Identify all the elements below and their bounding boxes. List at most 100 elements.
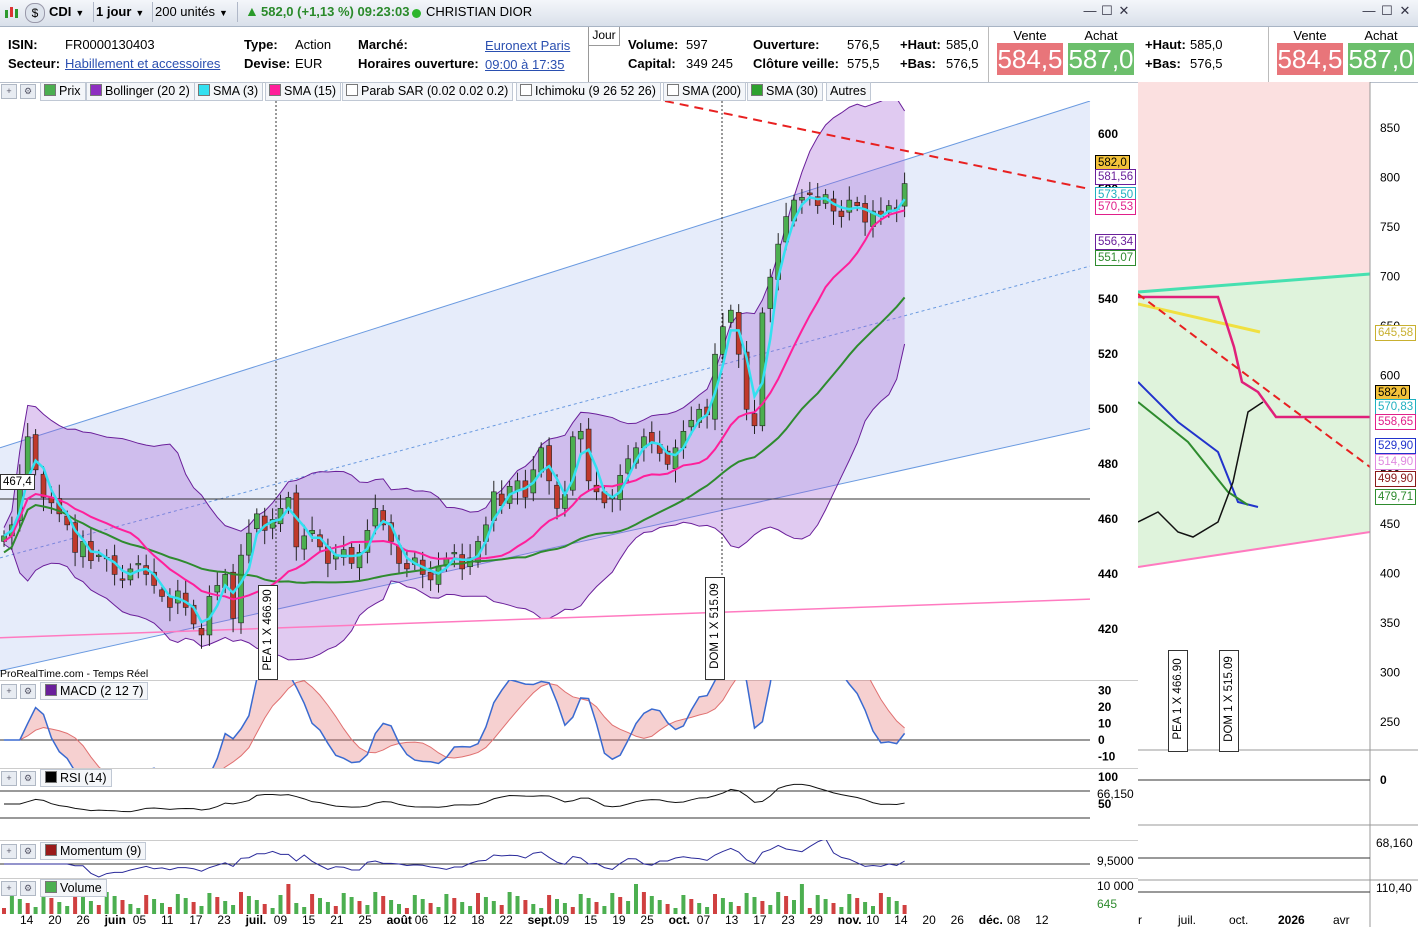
legend-sma3[interactable]: SMA (3) xyxy=(194,82,264,101)
volume-bar xyxy=(104,892,109,914)
legend-sma15[interactable]: SMA (15) xyxy=(265,82,342,101)
settings-icon[interactable]: ⚙ xyxy=(20,881,36,896)
settings-icon[interactable]: ⚙ xyxy=(20,684,36,699)
market-link[interactable]: Euronext Paris xyxy=(485,38,571,53)
legend-label: SMA (3) xyxy=(213,84,259,98)
candle xyxy=(72,522,78,553)
volume-bar xyxy=(713,894,717,914)
candle xyxy=(340,549,347,558)
volume-bar xyxy=(523,900,528,914)
volume-bar xyxy=(562,903,567,914)
volume-panel[interactable]: 10 000 645 xyxy=(0,878,1138,914)
volume-bar xyxy=(397,904,401,914)
candle xyxy=(404,563,410,570)
x-tick: 05 xyxy=(132,913,147,927)
candle xyxy=(727,309,734,323)
close-icon[interactable]: ✕ xyxy=(1118,3,1130,18)
buy-price-button[interactable]: 587,0 xyxy=(1068,43,1134,75)
volume-bar xyxy=(302,907,307,914)
resistance-line xyxy=(664,101,1091,191)
macd-panel[interactable]: 30 20 10 0 -10 xyxy=(0,680,1138,768)
macd-label[interactable]: MACD (2 12 7) xyxy=(40,682,149,700)
candle xyxy=(901,183,908,207)
momentum-value-tag: 9,5000 xyxy=(1097,854,1134,868)
volume-bar xyxy=(570,907,575,914)
candle xyxy=(135,563,142,566)
candle xyxy=(806,192,813,195)
tab-jour[interactable]: Jour xyxy=(588,27,620,46)
settings-icon[interactable]: ⚙ xyxy=(20,771,36,786)
side-price-tag: 479,71 xyxy=(1375,489,1417,505)
volume-bar xyxy=(902,905,907,914)
volume-bar xyxy=(823,899,828,914)
candle xyxy=(356,552,363,569)
side-high-label: +Haut: xyxy=(1145,37,1186,52)
legend-label: Bollinger (20 2) xyxy=(105,84,190,98)
side-low-value: 576,5 xyxy=(1190,56,1223,71)
momentum-panel[interactable]: 9,5000 xyxy=(0,840,1138,878)
side-high-value: 585,0 xyxy=(1190,37,1223,52)
candle xyxy=(159,589,165,597)
volume-bar xyxy=(325,902,330,914)
add-icon[interactable]: + xyxy=(1,881,17,896)
legend-prix[interactable]: Prix xyxy=(40,82,86,101)
settings-icon[interactable]: ⚙ xyxy=(20,84,36,99)
volume-bar xyxy=(341,893,346,914)
volume-bar xyxy=(792,900,796,914)
currency-value: EUR xyxy=(295,56,323,71)
hours-link[interactable]: 09:00 à 17:35 xyxy=(485,57,565,72)
side-chart[interactable]: 8508007507006506005505004504003503002500 xyxy=(1138,82,1418,927)
side-price-line xyxy=(1138,401,1264,538)
volume-bar xyxy=(515,896,520,914)
side-price-tag: 570,83 xyxy=(1375,399,1417,415)
candle xyxy=(664,450,671,465)
legend-ichimoku[interactable]: Ichimoku (9 26 52 26) xyxy=(516,82,661,101)
high-label: +Haut: xyxy=(900,37,941,52)
side-buy-label: Achat xyxy=(1364,28,1398,43)
dollar-icon[interactable]: $ xyxy=(25,3,45,23)
instrument-name: CHRISTIAN DIOR xyxy=(426,4,533,19)
momentum-label[interactable]: Momentum (9) xyxy=(40,842,147,860)
x-tick: 25 xyxy=(358,913,372,927)
period-select[interactable]: 1 jour ▼ xyxy=(92,2,153,22)
volume-bar xyxy=(112,896,117,914)
volume-bar xyxy=(476,893,480,914)
price-chart[interactable] xyxy=(0,101,1138,679)
legend-parab-sar[interactable]: Parab SAR (0.02 0.02 0.2) xyxy=(342,82,514,101)
volume-bar xyxy=(349,897,354,914)
legend-autres[interactable]: Autres xyxy=(826,82,872,101)
legend-sma30[interactable]: SMA (30) xyxy=(747,82,824,101)
units-select[interactable]: 200 unités ▼ xyxy=(151,2,238,22)
rsi-label[interactable]: RSI (14) xyxy=(40,769,112,787)
side-buy-price-button[interactable]: 587,0 xyxy=(1348,43,1414,75)
sector-link[interactable]: Habillement et accessoires xyxy=(65,56,221,71)
legend-bollinger[interactable]: Bollinger (20 2) xyxy=(86,82,195,101)
add-icon[interactable]: + xyxy=(1,684,17,699)
chevron-down-icon: ▼ xyxy=(75,8,85,18)
minimize-icon[interactable]: — xyxy=(1083,3,1097,18)
swatch-icon xyxy=(90,84,102,96)
x-tick: 22 xyxy=(499,913,513,927)
add-icon[interactable]: + xyxy=(1,771,17,786)
legend-sma200[interactable]: SMA (200) xyxy=(663,82,747,101)
swatch-icon xyxy=(751,84,763,96)
maximize-icon[interactable]: ☐ xyxy=(1381,3,1393,18)
close-icon[interactable]: ✕ xyxy=(1399,3,1411,18)
side-long-trendline xyxy=(1138,531,1371,568)
chart-type-icon[interactable] xyxy=(3,4,21,22)
add-icon[interactable]: + xyxy=(1,844,17,859)
minimize-icon[interactable]: — xyxy=(1362,3,1376,18)
symbol-select[interactable]: CDI ▼ xyxy=(45,2,94,22)
sell-price-button[interactable]: 584,5 xyxy=(997,43,1063,75)
add-icon[interactable]: + xyxy=(1,84,17,99)
maximize-icon[interactable]: ☐ xyxy=(1101,3,1113,18)
legend-label: Prix xyxy=(59,84,81,98)
x-tick: 10 xyxy=(866,913,880,927)
chevron-down-icon: ▼ xyxy=(219,8,228,18)
settings-icon[interactable]: ⚙ xyxy=(20,844,36,859)
side-sell-price-button[interactable]: 584,5 xyxy=(1277,43,1343,75)
type-label: Type: xyxy=(244,37,278,52)
side-indicator-tag: 68,160 xyxy=(1376,836,1413,850)
volume-label[interactable]: Volume xyxy=(40,879,107,897)
